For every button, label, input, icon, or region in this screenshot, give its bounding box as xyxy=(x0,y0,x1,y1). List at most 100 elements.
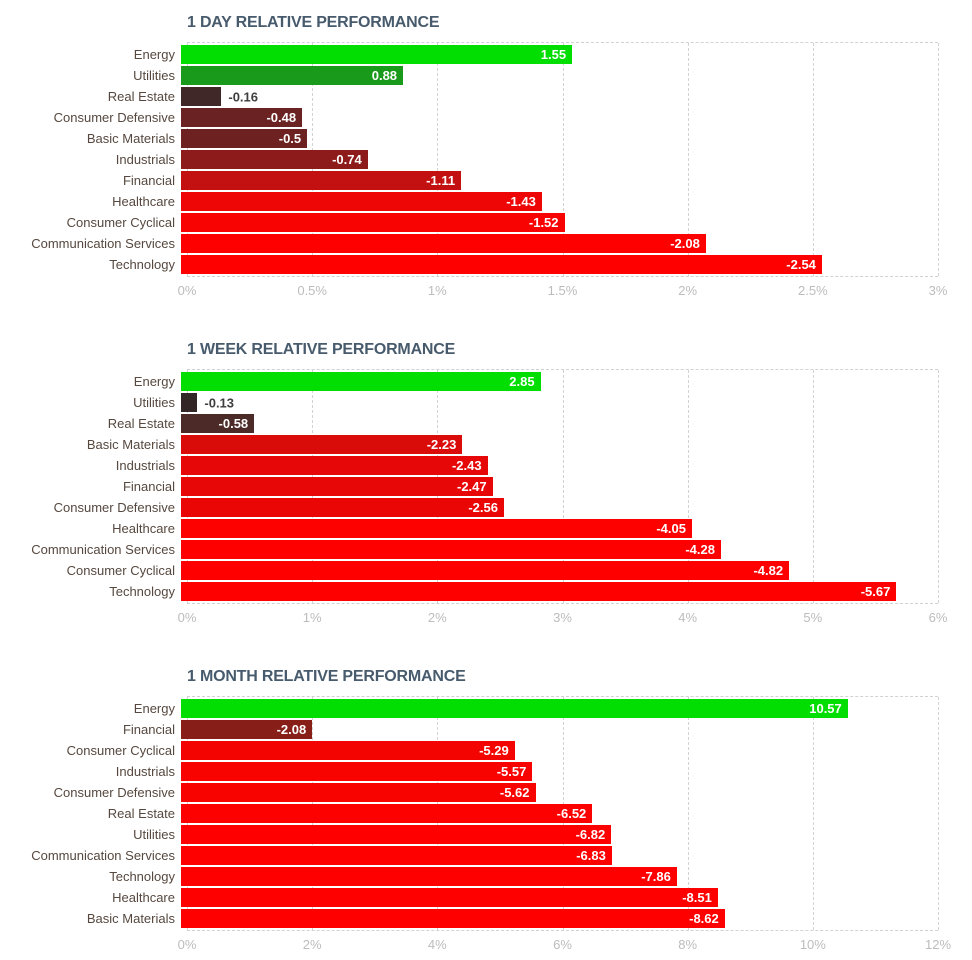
bar-value-label: -2.23 xyxy=(426,437,457,452)
category-label: Technology xyxy=(109,584,175,599)
bar-value-label: -2.56 xyxy=(468,500,498,515)
axis-tick-label: 2.5% xyxy=(798,283,828,298)
bar-value-label: -5.57 xyxy=(496,764,527,779)
bar-rows: Energy 2.85 Utilities -0.13 Real Estate -0.58… xyxy=(0,369,972,604)
performance-bar: -4.05 xyxy=(181,519,692,538)
bar-row: Utilities -6.82 xyxy=(0,825,972,844)
category-label: Basic Materials xyxy=(86,131,175,146)
bar-value-label: -4.82 xyxy=(753,563,784,578)
bar-chart: Energy 2.85 Utilities -0.13 Real Estate -0.58… xyxy=(0,369,972,626)
category-label: Basic Materials xyxy=(86,437,175,452)
performance-bar: -1.52 xyxy=(181,213,565,232)
bar-chart: Energy 1.55 Utilities 0.88 Real Estate -0.16 C… xyxy=(0,42,972,299)
bar-track: -0.74 xyxy=(181,150,938,169)
bar-rows: Energy 10.57 Financial -2.08 Consumer Cyclic… xyxy=(0,696,972,931)
chart-title: 1 MONTH RELATIVE PERFORMANCE xyxy=(187,668,466,685)
bar-value-label: -6.82 xyxy=(575,827,606,842)
axis-tick-label: 10% xyxy=(799,937,826,952)
bar-row: Energy 1.55 xyxy=(0,45,972,64)
bar-track: -5.67 xyxy=(181,582,938,601)
category-label: Healthcare xyxy=(112,194,175,209)
bar-track: -1.52 xyxy=(181,213,938,232)
bar-rows: Energy 1.55 Utilities 0.88 Real Estate -0.16 C… xyxy=(0,42,972,277)
axis-tick-label: 1% xyxy=(302,610,322,625)
category-label: Healthcare xyxy=(112,890,175,905)
performance-bar xyxy=(181,393,198,412)
bar-track: -2.08 xyxy=(181,234,938,253)
bar-value-label: -5.62 xyxy=(499,785,530,800)
bar-track: -2.23 xyxy=(181,435,938,454)
bar-track: -7.86 xyxy=(181,867,938,886)
bar-track: -2.47 xyxy=(181,477,938,496)
bar-value-label: -0.48 xyxy=(266,110,297,125)
chart-title: 1 DAY RELATIVE PERFORMANCE xyxy=(187,14,440,31)
bar-value-label: -6.83 xyxy=(576,848,606,863)
performance-bar: -2.08 xyxy=(181,234,706,253)
category-label: Energy xyxy=(133,701,175,716)
bar-value-label: -7.86 xyxy=(641,869,671,884)
bar-track: -5.29 xyxy=(181,741,938,760)
category-label: Communication Services xyxy=(31,848,175,863)
bar-row: Communication Services -4.28 xyxy=(0,540,972,559)
bar-track: -8.51 xyxy=(181,888,938,907)
performance-bar: -5.57 xyxy=(181,762,533,781)
category-label: Consumer Defensive xyxy=(53,110,175,125)
category-label: Financial xyxy=(122,173,175,188)
category-label: Consumer Cyclical xyxy=(66,215,175,230)
bar-row: Basic Materials -2.23 xyxy=(0,435,972,454)
bar-row: Financial -2.47 xyxy=(0,477,972,496)
performance-bar: -8.62 xyxy=(181,909,725,928)
performance-bar: -7.86 xyxy=(181,867,677,886)
performance-bar: -2.23 xyxy=(181,435,463,454)
chart-title: 1 WEEK RELATIVE PERFORMANCE xyxy=(187,341,456,358)
bar-value-label: -1.43 xyxy=(506,194,536,209)
performance-bar: -2.54 xyxy=(181,255,822,274)
category-label: Financial xyxy=(122,722,175,737)
performance-bar xyxy=(181,87,222,106)
gridline xyxy=(812,43,814,276)
bar-row: Communication Services -6.83 xyxy=(0,846,972,865)
bar-value-label: -2.08 xyxy=(670,236,700,251)
gridline xyxy=(938,43,939,276)
bar-track: -1.11 xyxy=(181,171,938,190)
performance-bar: -1.43 xyxy=(181,192,542,211)
axis-tick-label: 0% xyxy=(177,610,197,625)
axis-tick-label: 0% xyxy=(177,283,197,298)
performance-bar: -6.52 xyxy=(181,804,593,823)
chart-1-month: 1 MONTH RELATIVE PERFORMANCE Energy 10.57… xyxy=(0,666,972,953)
bar-row: Consumer Defensive -0.48 xyxy=(0,108,972,127)
bar-row: Technology -5.67 xyxy=(0,582,972,601)
bar-row: Basic Materials -0.5 xyxy=(0,129,972,148)
bar-row: Healthcare -1.43 xyxy=(0,192,972,211)
bar-row: Healthcare -8.51 xyxy=(0,888,972,907)
category-label: Technology xyxy=(109,869,175,884)
gridline xyxy=(687,370,689,603)
category-label: Consumer Cyclical xyxy=(66,563,175,578)
performance-bar: 1.55 xyxy=(181,45,573,64)
bar-row: Basic Materials -8.62 xyxy=(0,909,972,928)
category-label: Consumer Cyclical xyxy=(66,743,175,758)
bar-track: -6.83 xyxy=(181,846,938,865)
gridline xyxy=(687,43,689,276)
bar-row: Industrials -0.74 xyxy=(0,150,972,169)
bar-value-label: -1.52 xyxy=(528,215,559,230)
gridline xyxy=(812,370,814,603)
bar-value-label: -2.43 xyxy=(451,458,482,473)
bar-row: Healthcare -4.05 xyxy=(0,519,972,538)
bar-track: 0.88 xyxy=(181,66,938,85)
axis-tick-label: 4% xyxy=(427,937,447,952)
bar-track: -0.5 xyxy=(181,129,938,148)
performance-bar: 10.57 xyxy=(181,699,848,718)
performance-bar: -4.28 xyxy=(181,540,721,559)
bar-value-label: -0.5 xyxy=(278,131,302,146)
bar-value-label: -1.11 xyxy=(426,173,456,188)
bar-track: -2.43 xyxy=(181,456,938,475)
category-label: Basic Materials xyxy=(86,911,175,926)
bar-value-label: 0.88 xyxy=(371,68,398,83)
performance-bar: -0.58 xyxy=(181,414,255,433)
axis-tick-label: 1% xyxy=(427,283,447,298)
bar-track: -2.08 xyxy=(181,720,938,739)
sector-performance-dashboard: 1 DAY RELATIVE PERFORMANCE Energy 1.55 Uti… xyxy=(0,12,972,953)
bar-row: Real Estate -0.16 xyxy=(0,87,972,106)
bar-row: Real Estate -0.58 xyxy=(0,414,972,433)
